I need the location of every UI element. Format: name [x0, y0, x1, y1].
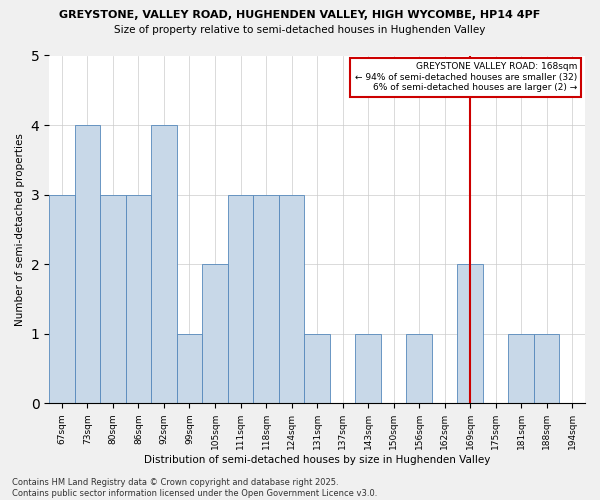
Bar	[406, 334, 432, 404]
Text: GREYSTONE VALLEY ROAD: 168sqm
← 94% of semi-detached houses are smaller (32)
6% : GREYSTONE VALLEY ROAD: 168sqm ← 94% of s…	[355, 62, 577, 92]
Bar	[151, 125, 177, 404]
X-axis label: Distribution of semi-detached houses by size in Hughenden Valley: Distribution of semi-detached houses by …	[144, 455, 490, 465]
Text: GREYSTONE, VALLEY ROAD, HUGHENDEN VALLEY, HIGH WYCOMBE, HP14 4PF: GREYSTONE, VALLEY ROAD, HUGHENDEN VALLEY…	[59, 10, 541, 20]
Bar	[74, 125, 100, 404]
Bar	[177, 334, 202, 404]
Bar	[253, 194, 279, 404]
Bar	[508, 334, 534, 404]
Bar	[304, 334, 330, 404]
Bar	[355, 334, 381, 404]
Text: Size of property relative to semi-detached houses in Hughenden Valley: Size of property relative to semi-detach…	[115, 25, 485, 35]
Bar	[49, 194, 74, 404]
Y-axis label: Number of semi-detached properties: Number of semi-detached properties	[15, 133, 25, 326]
Bar	[279, 194, 304, 404]
Text: Contains HM Land Registry data © Crown copyright and database right 2025.
Contai: Contains HM Land Registry data © Crown c…	[12, 478, 377, 498]
Bar	[228, 194, 253, 404]
Bar	[126, 194, 151, 404]
Bar	[202, 264, 228, 404]
Bar	[100, 194, 126, 404]
Bar	[534, 334, 559, 404]
Bar	[457, 264, 483, 404]
